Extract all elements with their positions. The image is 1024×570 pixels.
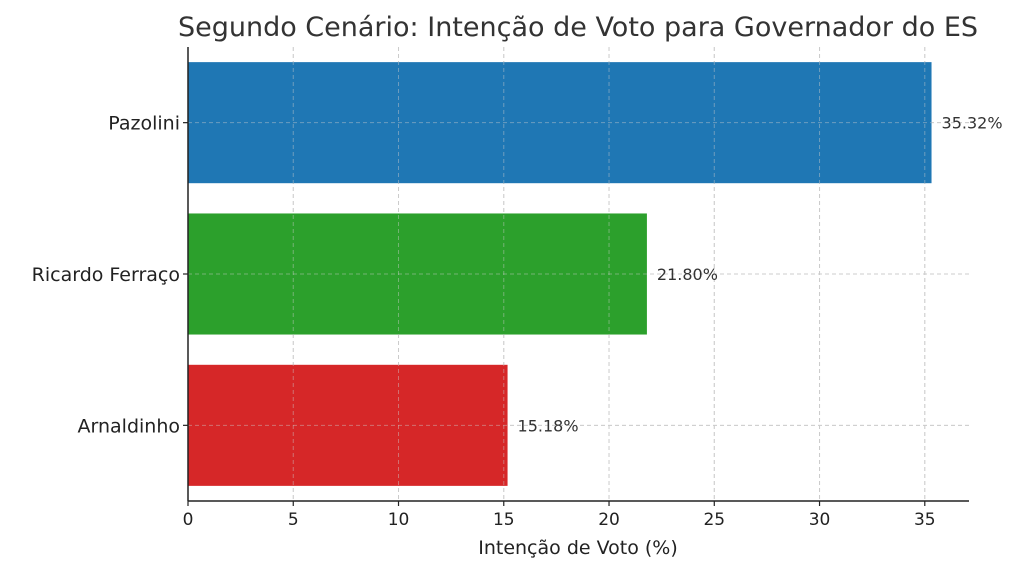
x-tick-label: 35 (914, 510, 936, 530)
x-tick-label: 30 (809, 510, 831, 530)
labels: 0 5 10 15 20 25 30 35 Pazolini Ricardo Ferraço Arn… (32, 113, 1003, 530)
bars (188, 47, 969, 501)
category-label: Ricardo Ferraço (32, 264, 180, 286)
x-axis-label: Intenção de Voto (%) (478, 537, 678, 559)
bar (188, 213, 647, 335)
bar (188, 62, 932, 184)
category-label: Pazolini (108, 113, 180, 135)
data-label: 35.32% (942, 114, 1003, 133)
data-label: 15.18% (518, 416, 579, 435)
x-tick-label: 25 (703, 510, 725, 530)
x-tick-label: 0 (183, 510, 194, 530)
chart-title: Segundo Cenário: Intenção de Voto para G… (178, 12, 978, 43)
data-label: 21.80% (657, 265, 718, 284)
bar (188, 364, 508, 486)
x-tick-label: 5 (288, 510, 299, 530)
x-tick-label: 10 (388, 510, 410, 530)
axes (183, 47, 969, 506)
x-tick-label: 15 (493, 510, 515, 530)
category-label: Arnaldinho (78, 415, 181, 437)
x-tick-label: 20 (598, 510, 620, 530)
